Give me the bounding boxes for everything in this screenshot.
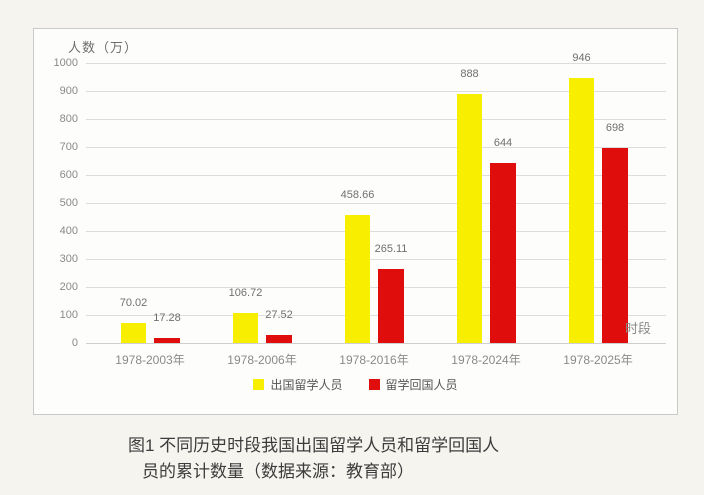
data-label-returned-2: 265.11 [374, 242, 408, 255]
y-tick-label-500: 500 [59, 197, 78, 209]
bar-abroad-1 [233, 313, 258, 343]
y-tick-label-700: 700 [59, 141, 78, 153]
y-tick-label-600: 600 [59, 169, 78, 181]
legend-item-returned: 留学回国人员 [368, 376, 458, 393]
figure-caption: 图1 不同历史时段我国出国留学人员和留学回国人 员的累计数量（数据来源：教育部） [128, 433, 580, 485]
bar-returned-1 [266, 335, 292, 343]
y-tick-label-0: 0 [71, 337, 78, 349]
x-tick-label-2: 1978-2016年 [339, 353, 409, 367]
gridline-800 [86, 119, 666, 120]
legend-label-abroad: 出国留学人员 [270, 378, 343, 392]
bar-returned-4 [602, 147, 628, 343]
gridline-900 [86, 91, 666, 92]
bar-returned-3 [490, 162, 516, 343]
caption-line-1: 图1 不同历史时段我国出国留学人员和留学回国人 [128, 436, 500, 455]
data-label-abroad-1: 106.72 [228, 287, 263, 300]
data-label-returned-1: 27.52 [265, 309, 293, 322]
x-axis-title: 时段 [625, 321, 652, 336]
x-tick-label-3: 1978-2024年 [451, 353, 521, 367]
x-tick-label-4: 1978-2025年 [563, 353, 633, 367]
gridline-300 [86, 259, 666, 260]
y-tick-label-1000: 1000 [53, 57, 78, 69]
y-axis-title: 人数（万） [68, 40, 139, 55]
y-tick-label-300: 300 [59, 253, 78, 265]
bar-abroad-4 [569, 78, 594, 343]
x-tick-label-1: 1978-2006年 [227, 353, 297, 367]
data-label-returned-3: 644 [493, 136, 513, 149]
bar-returned-0 [154, 338, 180, 343]
data-label-returned-4: 698 [605, 121, 625, 134]
gridline-500 [86, 203, 666, 204]
data-label-returned-0: 17.28 [153, 312, 181, 325]
legend-swatch-returned [368, 379, 380, 390]
bar-abroad-3 [457, 94, 482, 343]
legend-item-abroad: 出国留学人员 [253, 376, 343, 393]
bar-returned-2 [378, 268, 404, 343]
gridline-200 [86, 287, 666, 288]
gridline-0 [86, 343, 666, 344]
bar-abroad-0 [121, 323, 146, 343]
y-tick-label-900: 900 [59, 85, 78, 97]
gridline-600 [86, 175, 666, 176]
data-label-abroad-4: 946 [572, 52, 591, 65]
chart-frame: 人数（万） 0 100 200 300 400 500 600 700 800 900 1000 70… [33, 28, 678, 415]
y-tick-label-100: 100 [59, 309, 78, 321]
legend-swatch-abroad [253, 379, 265, 390]
x-tick-label-0: 1978-2003年 [115, 353, 185, 367]
legend-label-returned: 留学回国人员 [385, 378, 458, 392]
gridline-1000 [86, 63, 666, 64]
caption-line-2: 员的累计数量（数据来源：教育部） [142, 462, 414, 481]
gridline-700 [86, 147, 666, 148]
y-tick-label-200: 200 [59, 281, 78, 293]
gridline-100 [86, 315, 666, 316]
gridline-400 [86, 231, 666, 232]
data-label-abroad-2: 458.66 [340, 188, 375, 201]
bar-abroad-2 [345, 214, 370, 343]
y-tick-label-800: 800 [59, 113, 78, 125]
data-label-abroad-0: 70.02 [119, 297, 148, 310]
plot-area: 0 100 200 300 400 500 600 700 800 900 1000 70.02 17.… [34, 29, 677, 414]
y-tick-label-400: 400 [59, 225, 78, 237]
data-label-abroad-3: 888 [460, 68, 479, 81]
chart-legend: 出国留学人员 留学回国人员 [34, 376, 677, 393]
